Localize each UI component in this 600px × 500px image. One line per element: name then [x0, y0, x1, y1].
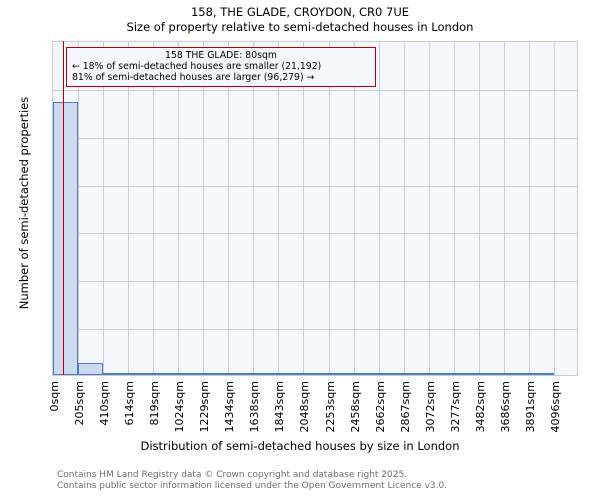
x-tick-label: 0sqm [48, 381, 61, 412]
plot-area [52, 41, 578, 376]
annotation-line-1: 158 THE GLADE: 80sqm [165, 50, 277, 61]
bar [228, 373, 254, 375]
x-tick-label: 410sqm [98, 381, 112, 426]
gridline-vertical [128, 42, 130, 375]
gridline-vertical [303, 42, 305, 375]
y-axis-title: Number of semi-detached properties [17, 96, 31, 310]
x-tick-label: 2253sqm [323, 381, 337, 433]
gridline-horizontal [53, 137, 577, 139]
annotation-line-2: ← 18% of semi-detached houses are smalle… [72, 61, 322, 72]
gridline-vertical [453, 42, 455, 375]
x-tick-label: 1024sqm [173, 381, 187, 433]
bar [253, 373, 279, 375]
gridline-horizontal [53, 233, 577, 235]
bar [103, 373, 129, 375]
x-tick-label: 3072sqm [423, 381, 437, 433]
x-tick-label: 2867sqm [398, 381, 412, 433]
gridline-vertical [503, 42, 505, 375]
x-tick-label: 1638sqm [248, 381, 262, 433]
x-tick-label: 2458sqm [348, 381, 362, 433]
gridline-vertical [278, 42, 280, 375]
property-marker-line [62, 41, 65, 375]
gridline-vertical [78, 42, 80, 375]
gridline-vertical [553, 42, 555, 375]
bar [378, 373, 404, 375]
gridline-horizontal [53, 281, 577, 283]
gridline-vertical [353, 42, 355, 375]
gridline-vertical [478, 42, 480, 375]
footer-attribution: Contains HM Land Registry data © Crown c… [57, 470, 447, 492]
x-axis-title: Distribution of semi-detached houses by … [140, 439, 460, 453]
x-tick-label: 3686sqm [498, 381, 512, 433]
chart-subtitle: Size of property relative to semi-detach… [126, 20, 474, 34]
page-title: 158, THE GLADE, CROYDON, CR0 7UE [190, 5, 410, 19]
gridline-vertical [203, 42, 205, 375]
bar [453, 373, 479, 375]
annotation-line-3: 81% of semi-detached houses are larger (… [72, 72, 315, 83]
bar [478, 373, 504, 375]
bar [178, 373, 204, 375]
x-tick-label: 614sqm [123, 381, 137, 426]
bar [153, 373, 179, 375]
x-tick-label: 2662sqm [373, 381, 387, 433]
x-tick-label: 1843sqm [273, 381, 287, 433]
footer-line-2: Contains public sector information licen… [57, 481, 448, 491]
annotation-box: 158 THE GLADE: 80sqm ← 18% of semi-detac… [66, 47, 376, 87]
bar [303, 373, 329, 375]
bar [503, 373, 529, 375]
x-tick-label: 1434sqm [223, 381, 237, 433]
gridline-vertical [528, 42, 530, 375]
gridline-vertical [328, 42, 330, 375]
bar [128, 373, 154, 375]
x-tick-label: 2048sqm [298, 381, 312, 433]
gridline-horizontal [53, 329, 577, 331]
bar [353, 373, 379, 375]
gridline-vertical [253, 42, 255, 375]
gridline-horizontal [53, 89, 577, 91]
gridline-vertical [153, 42, 155, 375]
x-tick-label: 4096sqm [548, 381, 562, 433]
bar [528, 373, 554, 375]
gridline-vertical [228, 42, 230, 375]
x-tick-label: 205sqm [73, 381, 87, 426]
x-tick-label: 1229sqm [198, 381, 212, 433]
bar [78, 363, 104, 375]
gridline-vertical [103, 42, 105, 375]
bar [53, 102, 79, 375]
bar [328, 373, 354, 375]
gridline-horizontal [53, 185, 577, 187]
footer-line-1: Contains HM Land Registry data © Crown c… [57, 470, 408, 480]
gridline-vertical [428, 42, 430, 375]
bar [203, 373, 229, 375]
x-tick-label: 3891sqm [523, 381, 537, 433]
gridline-vertical [378, 42, 380, 375]
bar [278, 373, 304, 375]
x-tick-label: 3482sqm [473, 381, 487, 433]
bar [403, 373, 429, 375]
x-tick-label: 3277sqm [448, 381, 462, 433]
gridline-vertical [403, 42, 405, 375]
bar [428, 373, 454, 375]
gridline-vertical [178, 42, 180, 375]
x-tick-label: 819sqm [148, 381, 162, 426]
